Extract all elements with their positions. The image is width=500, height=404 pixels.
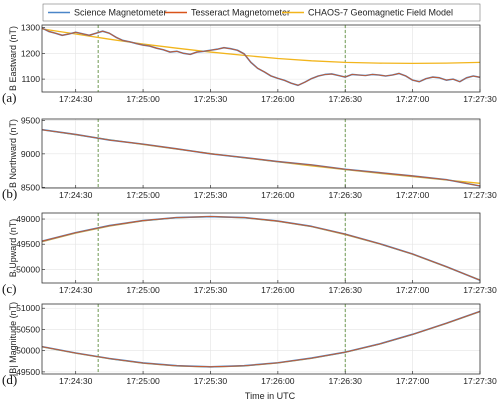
y-tick-label-c-2: -49000 (13, 214, 40, 224)
x-tick-label-a-0: 17:24:30 (59, 94, 93, 104)
legend-label-tesseract: Tesseract Magnetometer (191, 8, 290, 18)
x-tick-label-c-0: 17:24:30 (59, 285, 93, 295)
series-model-a (41, 28, 481, 65)
x-tick-label-a-4: 17:26:30 (329, 94, 363, 104)
panel-b: 8500 9000 9500 17:24:30 17:25:00 17:25:30 17:2… (2, 115, 497, 201)
series-tesseract-b (41, 129, 481, 187)
x-tick-label-c-3: 17:26:00 (261, 285, 295, 295)
legend-box (42, 3, 481, 22)
x-tick-label-b-4: 17:26:30 (329, 190, 363, 200)
y-tick-label-a-0: 1100 (22, 74, 41, 84)
legend-label-science: Science Magnetometer (74, 8, 167, 18)
series-tesseract-c (41, 216, 481, 281)
y-tick-label-c-0: -50000 (13, 264, 40, 274)
y-tick-label-b-0: 8500 (21, 182, 40, 192)
x-tick-label-a-3: 17:26:00 (261, 94, 295, 104)
x-tick-label-b-6: 17:27:30 (463, 190, 497, 200)
y-tick-label-d-2: 50500 (16, 324, 40, 334)
x-tick-label-d-3: 17:26:00 (261, 376, 295, 386)
legend: Science Magnetometer Tesseract Magnetomet… (42, 3, 481, 22)
y-axis-label-d: |B| Magnitude (nT) (8, 302, 18, 376)
plot-area-a (42, 25, 480, 92)
series-tesseract-a (41, 27, 481, 86)
x-tick-label-c-1: 17:25:00 (126, 285, 160, 295)
x-tick-label-b-1: 17:25:00 (126, 190, 160, 200)
x-tick-label-b-0: 17:24:30 (59, 190, 93, 200)
panel-label-b: (b) (2, 186, 17, 201)
x-axis-label: Time in UTC (245, 391, 296, 401)
x-tick-label-c-6: 17:27:30 (463, 285, 497, 295)
x-tick-label-a-5: 17:27:00 (396, 94, 430, 104)
axes-frame-a (41, 24, 481, 93)
y-tick-label-c-1: -49500 (13, 239, 40, 249)
y-tick-label-b-1: 9000 (21, 149, 40, 159)
x-tick-label-d-0: 17:24:30 (59, 376, 93, 386)
y-tick-label-d-1: 50000 (16, 346, 40, 356)
x-tick-label-d-5: 17:27:00 (396, 376, 430, 386)
plot-area-d (42, 304, 480, 374)
y-tick-label-d-0: 49500 (16, 367, 40, 377)
panel-a: 1100 1200 1300 17:24:30 17:25:00 17:25:30 17:2… (2, 23, 497, 105)
axes-frame-c (41, 212, 481, 284)
panel-label-c: (c) (2, 281, 16, 296)
x-tick-label-a-2: 17:25:30 (194, 94, 228, 104)
panel-label-a: (a) (2, 90, 16, 105)
x-tick-label-c-4: 17:26:30 (329, 285, 363, 295)
panel-d: 49500 50000 50500 51000 17:24:30 17:25:00 17:2… (2, 302, 497, 387)
panel-c: -50000 -49500 -49000 17:24:30 17:25:00 17:25:… (2, 212, 497, 296)
y-axis-label-c: B Upward (nT) (8, 219, 18, 278)
y-tick-label-a-1: 1200 (21, 48, 40, 58)
y-axis-label-b: B Northward (nT) (8, 119, 18, 188)
plot-area-c (42, 213, 480, 283)
x-tick-label-b-5: 17:27:00 (396, 190, 430, 200)
x-tick-label-b-3: 17:26:00 (261, 190, 295, 200)
x-tick-label-b-2: 17:25:30 (194, 190, 228, 200)
x-tick-label-a-6: 17:27:30 (463, 94, 497, 104)
plot-area-b (42, 119, 480, 188)
x-tick-label-d-6: 17:27:30 (463, 376, 497, 386)
x-tick-label-c-2: 17:25:30 (194, 285, 228, 295)
y-axis-label-a: B Eastward (nT) (8, 26, 18, 91)
x-tick-label-d-2: 17:25:30 (194, 376, 228, 386)
y-tick-label-d-3: 51000 (16, 303, 40, 313)
axes-frame-d (41, 303, 481, 375)
panel-label-d: (d) (2, 372, 17, 387)
series-tesseract-d (41, 311, 481, 368)
x-tick-label-d-1: 17:25:00 (126, 376, 160, 386)
y-tick-label-b-2: 9500 (21, 115, 40, 125)
y-tick-label-a-2: 1300 (21, 23, 40, 33)
x-tick-label-c-5: 17:27:00 (396, 285, 430, 295)
x-tick-label-d-4: 17:26:30 (329, 376, 363, 386)
legend-label-model: CHAOS-7 Geomagnetic Field Model (308, 8, 453, 18)
x-tick-label-a-1: 17:25:00 (126, 94, 160, 104)
